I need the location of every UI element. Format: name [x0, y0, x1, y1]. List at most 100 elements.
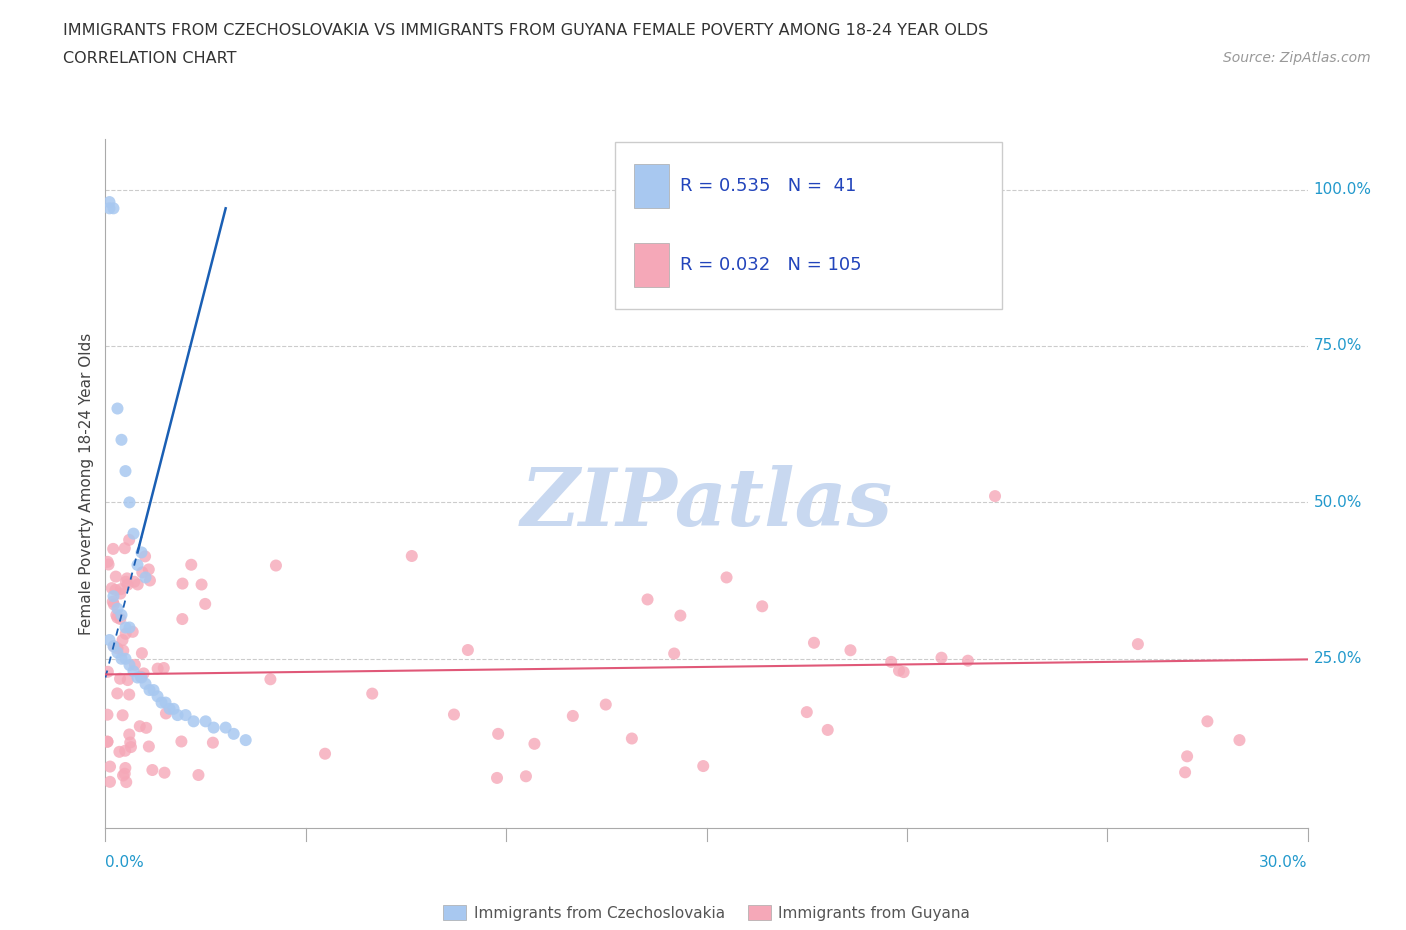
Point: [172, 612, 194, 627]
Point: [401, 549, 423, 564]
Point: [202, 720, 225, 735]
Point: [122, 575, 145, 590]
Point: [146, 689, 169, 704]
Point: [152, 660, 174, 675]
Y-axis label: Female Poverty Among 18-24 Year Olds: Female Poverty Among 18-24 Year Olds: [79, 333, 94, 635]
Point: [817, 723, 839, 737]
Point: [131, 565, 153, 579]
Point: [117, 578, 139, 592]
Point: [96, 707, 118, 722]
Point: [138, 739, 160, 754]
Point: [172, 577, 194, 591]
Point: [118, 495, 141, 510]
Point: [128, 719, 150, 734]
Point: [984, 488, 1007, 503]
Point: [114, 761, 136, 776]
Text: 50.0%: 50.0%: [1313, 495, 1362, 510]
Point: [127, 577, 149, 591]
Point: [114, 651, 136, 666]
Text: 30.0%: 30.0%: [1260, 855, 1308, 870]
Point: [259, 671, 281, 686]
Point: [139, 573, 162, 588]
Point: [135, 721, 157, 736]
Point: [103, 589, 125, 604]
Point: [1175, 749, 1198, 764]
Point: [104, 569, 127, 584]
Point: [132, 666, 155, 681]
Point: [751, 599, 773, 614]
Point: [135, 676, 157, 691]
Text: 75.0%: 75.0%: [1313, 339, 1362, 353]
Point: [110, 612, 132, 627]
Point: [214, 720, 236, 735]
Point: [515, 769, 537, 784]
Text: ZIPatlas: ZIPatlas: [520, 466, 893, 543]
Point: [637, 592, 659, 607]
Point: [101, 594, 124, 609]
Point: [595, 698, 617, 712]
Text: IMMIGRANTS FROM CZECHOSLOVAKIA VS IMMIGRANTS FROM GUYANA FEMALE POVERTY AMONG 18: IMMIGRANTS FROM CZECHOSLOVAKIA VS IMMIGR…: [63, 23, 988, 38]
Point: [108, 744, 131, 759]
Point: [108, 671, 131, 686]
Point: [887, 663, 910, 678]
Point: [134, 549, 156, 564]
Point: [716, 570, 738, 585]
Point: [187, 767, 209, 782]
Point: [201, 736, 224, 751]
Point: [138, 683, 160, 698]
Point: [117, 672, 139, 687]
Point: [443, 707, 465, 722]
Legend: Immigrants from Czechoslovakia, Immigrants from Guyana: Immigrants from Czechoslovakia, Immigran…: [437, 898, 976, 926]
Point: [1174, 764, 1197, 779]
Point: [105, 686, 128, 701]
Point: [112, 644, 135, 658]
Point: [98, 775, 121, 790]
Point: [114, 464, 136, 479]
Text: R = 0.535   N =  41: R = 0.535 N = 41: [681, 177, 856, 195]
Point: [97, 664, 120, 679]
Point: [146, 661, 169, 676]
Point: [103, 201, 125, 216]
Point: [111, 632, 134, 647]
Point: [150, 695, 173, 710]
Point: [115, 571, 138, 586]
Point: [131, 545, 153, 560]
Point: [107, 645, 129, 660]
Point: [98, 759, 121, 774]
Point: [803, 635, 825, 650]
Point: [486, 726, 509, 741]
Point: [1197, 714, 1219, 729]
Text: 0.0%: 0.0%: [105, 855, 145, 870]
Point: [194, 714, 217, 729]
Point: [264, 558, 287, 573]
Point: [194, 596, 217, 611]
Point: [692, 759, 714, 774]
Point: [115, 775, 138, 790]
Point: [796, 705, 818, 720]
Point: [103, 639, 125, 654]
Point: [153, 765, 176, 780]
Point: [138, 562, 160, 577]
Point: [620, 731, 643, 746]
Point: [142, 683, 165, 698]
Point: [1229, 733, 1251, 748]
Point: [120, 735, 142, 750]
Point: [183, 714, 205, 729]
Point: [485, 770, 508, 785]
Point: [110, 432, 132, 447]
Point: [135, 570, 157, 585]
Text: CORRELATION CHART: CORRELATION CHART: [63, 51, 236, 66]
Point: [105, 610, 128, 625]
Point: [222, 726, 245, 741]
Point: [314, 746, 336, 761]
Point: [457, 643, 479, 658]
Point: [96, 734, 118, 749]
Point: [103, 597, 125, 612]
Point: [118, 620, 141, 635]
Point: [129, 670, 152, 684]
Point: [361, 686, 384, 701]
Point: [669, 608, 692, 623]
Point: [110, 581, 132, 596]
Point: [155, 706, 177, 721]
Point: [523, 737, 546, 751]
